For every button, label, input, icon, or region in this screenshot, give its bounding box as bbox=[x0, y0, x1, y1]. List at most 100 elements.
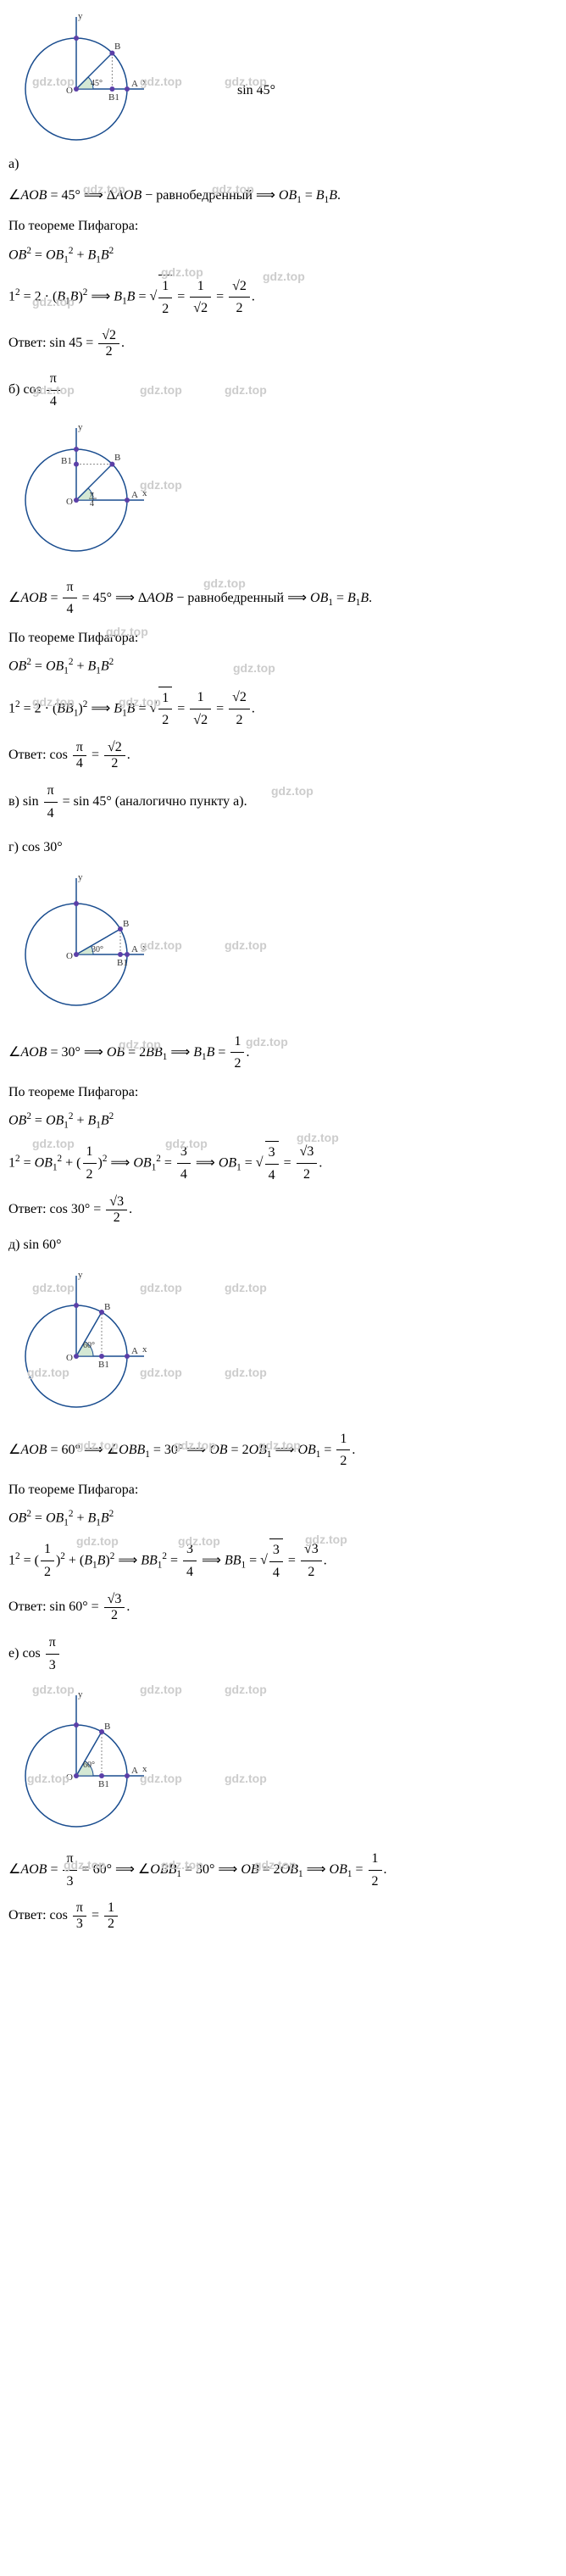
svg-text:A: A bbox=[131, 944, 138, 954]
watermark: gdz.top bbox=[106, 625, 148, 638]
watermark: gdz.top bbox=[212, 182, 254, 196]
answer-d: Ответ: sin 60° = √32. bbox=[8, 1592, 558, 1623]
svg-text:B: B bbox=[114, 453, 120, 463]
svg-text:B1: B1 bbox=[98, 1360, 109, 1370]
section-label-d: д) sin 60° bbox=[8, 1234, 558, 1256]
svg-text:A: A bbox=[131, 490, 138, 500]
watermark: gdz.top bbox=[27, 1366, 69, 1379]
watermark: gdz.top bbox=[161, 1858, 203, 1872]
math-block-g: gdz.top gdz.top ∠AOB = 30° ⟹ OB = 2BB1 ⟹… bbox=[8, 1031, 558, 1226]
svg-text:B1: B1 bbox=[61, 456, 72, 466]
eq-g-2: По теореме Пифагора: bbox=[8, 1082, 558, 1104]
math-block-d: gdz.top gdz.top gdz.top ∠AOB = 60° ⟹ ∠OB… bbox=[8, 1428, 558, 1623]
eq-d-3: OB2 = OB12 + B1B2 bbox=[8, 1507, 558, 1531]
svg-text:y: y bbox=[78, 1689, 83, 1700]
watermark: gdz.top bbox=[140, 1683, 182, 1696]
watermark: gdz.top bbox=[297, 1131, 339, 1144]
watermark: gdz.top bbox=[32, 1137, 75, 1150]
math-block-e: gdz.top gdz.top gdz.top ∠AOB = π3 = 60° … bbox=[8, 1848, 558, 1932]
section-label-a: а) bbox=[8, 157, 153, 172]
watermark: gdz.top bbox=[140, 1281, 182, 1294]
watermark: gdz.top bbox=[233, 661, 275, 675]
svg-text:π: π bbox=[90, 490, 94, 499]
section-v: gdz.top в) sin π4 = sin 45° (аналогично … bbox=[8, 780, 558, 824]
watermark: gdz.top bbox=[225, 1281, 267, 1294]
svg-text:O: O bbox=[66, 1353, 73, 1363]
svg-text:B1: B1 bbox=[108, 92, 119, 103]
diagram-a: O A B B1 y x 45° а) bbox=[8, 8, 153, 172]
answer-a: Ответ: sin 45 = √22. bbox=[8, 328, 558, 359]
watermark: gdz.top bbox=[178, 1534, 220, 1548]
watermark: gdz.top bbox=[76, 1438, 119, 1452]
watermark: gdz.top bbox=[32, 383, 75, 397]
watermark: gdz.top bbox=[140, 938, 182, 952]
svg-text:A: A bbox=[131, 79, 138, 89]
eq-d-2: По теореме Пифагора: bbox=[8, 1479, 558, 1501]
eq-g-3: OB2 = OB12 + B1B2 bbox=[8, 1110, 558, 1133]
svg-text:30°: 30° bbox=[92, 945, 103, 954]
eq-b-4: 12 = 2 · (BB1)2 ⟹ B1B = 12 = 1√2 = √22. bbox=[8, 687, 558, 732]
math-block-a: gdz.top gdz.top ∠AOB = 45° ⟹ ΔAOB − равн… bbox=[8, 185, 558, 359]
watermark: gdz.top bbox=[246, 1035, 288, 1049]
watermark: gdz.top bbox=[161, 265, 203, 279]
diagram-e: O A B B1 y x 60° bbox=[8, 1683, 558, 1835]
watermark: gdz.top bbox=[140, 1772, 182, 1785]
watermark: gdz.top bbox=[165, 1137, 208, 1150]
watermark: gdz.top bbox=[225, 383, 267, 397]
watermark: gdz.top bbox=[27, 1772, 69, 1785]
svg-text:y: y bbox=[78, 1270, 83, 1280]
watermark: gdz.top bbox=[140, 75, 182, 88]
diagram-b: O A B B1 y x π 4 bbox=[8, 420, 558, 564]
eq-b-2: По теореме Пифагора: bbox=[8, 627, 558, 649]
eq-g-4: 12 = OB12 + (12)2 ⟹ OB12 = 34 ⟹ OB1 = 34… bbox=[8, 1141, 558, 1186]
svg-text:y: y bbox=[78, 422, 83, 432]
svg-text:O: O bbox=[66, 951, 73, 961]
section-label-g: г) cos 30° bbox=[8, 837, 558, 859]
answer-e: Ответ: cos π3 = 12 bbox=[8, 1900, 558, 1932]
section-g: г) cos 30° gdz.top gdz.top O A B B1 y x … bbox=[8, 837, 558, 1018]
watermark: gdz.top bbox=[305, 1533, 347, 1546]
answer-g: Ответ: cos 30° = √32. bbox=[8, 1194, 558, 1226]
section-b: б) cos π4 gdz.top gdz.top gdz.top gdz.to… bbox=[8, 368, 558, 563]
svg-text:B1: B1 bbox=[98, 1779, 109, 1789]
section-label-b: б) cos π4 bbox=[8, 368, 558, 412]
eq-a-3: OB2 = OB12 + B1B2 bbox=[8, 244, 558, 268]
section-label-e: е) cos π3 bbox=[8, 1632, 558, 1676]
svg-text:4: 4 bbox=[90, 499, 94, 509]
watermark: gdz.top bbox=[225, 1683, 267, 1696]
watermark: gdz.top bbox=[225, 938, 267, 952]
watermark: gdz.top bbox=[254, 1858, 297, 1872]
watermark: gdz.top bbox=[32, 295, 75, 309]
watermark: gdz.top bbox=[174, 1438, 216, 1452]
watermark: gdz.top bbox=[32, 75, 75, 88]
watermark: gdz.top bbox=[271, 784, 314, 798]
svg-text:B: B bbox=[104, 1722, 110, 1732]
answer-b: Ответ: cos π4 = √22. bbox=[8, 740, 558, 771]
svg-text:45°: 45° bbox=[91, 79, 103, 88]
section-d: д) sin 60° gdz.top gdz.top gdz.top gdz.t… bbox=[8, 1234, 558, 1416]
watermark: gdz.top bbox=[203, 576, 246, 590]
svg-text:B1: B1 bbox=[117, 958, 128, 968]
watermark: gdz.top bbox=[32, 1281, 75, 1294]
watermark: gdz.top bbox=[225, 1366, 267, 1379]
section-a: gdz.top gdz.top gdz.top O A B B1 y bbox=[8, 8, 558, 172]
watermark: gdz.top bbox=[119, 1038, 161, 1051]
watermark: gdz.top bbox=[32, 695, 75, 709]
watermark: gdz.top bbox=[258, 1438, 301, 1452]
svg-text:B: B bbox=[104, 1302, 110, 1312]
watermark: gdz.top bbox=[119, 695, 161, 709]
watermark: gdz.top bbox=[225, 1772, 267, 1785]
diagram-d: O A B B1 y x 60° bbox=[8, 1263, 558, 1416]
svg-text:B: B bbox=[114, 42, 120, 52]
section-e: е) cos π3 gdz.top gdz.top gdz.top gdz.to… bbox=[8, 1632, 558, 1835]
watermark: gdz.top bbox=[140, 478, 182, 492]
watermark: gdz.top bbox=[76, 1534, 119, 1548]
eq-b-3: OB2 = OB12 + B1B2 bbox=[8, 655, 558, 679]
diagram-g: O A B B1 y x 30° bbox=[8, 865, 558, 1018]
svg-text:y: y bbox=[78, 11, 83, 21]
eq-a-2: По теореме Пифагора: bbox=[8, 215, 558, 237]
diagram-row-a: O A B B1 y x 45° а) sin 45° bbox=[8, 8, 558, 172]
svg-text:A: A bbox=[131, 1766, 138, 1776]
watermark: gdz.top bbox=[225, 75, 267, 88]
watermark: gdz.top bbox=[140, 1366, 182, 1379]
